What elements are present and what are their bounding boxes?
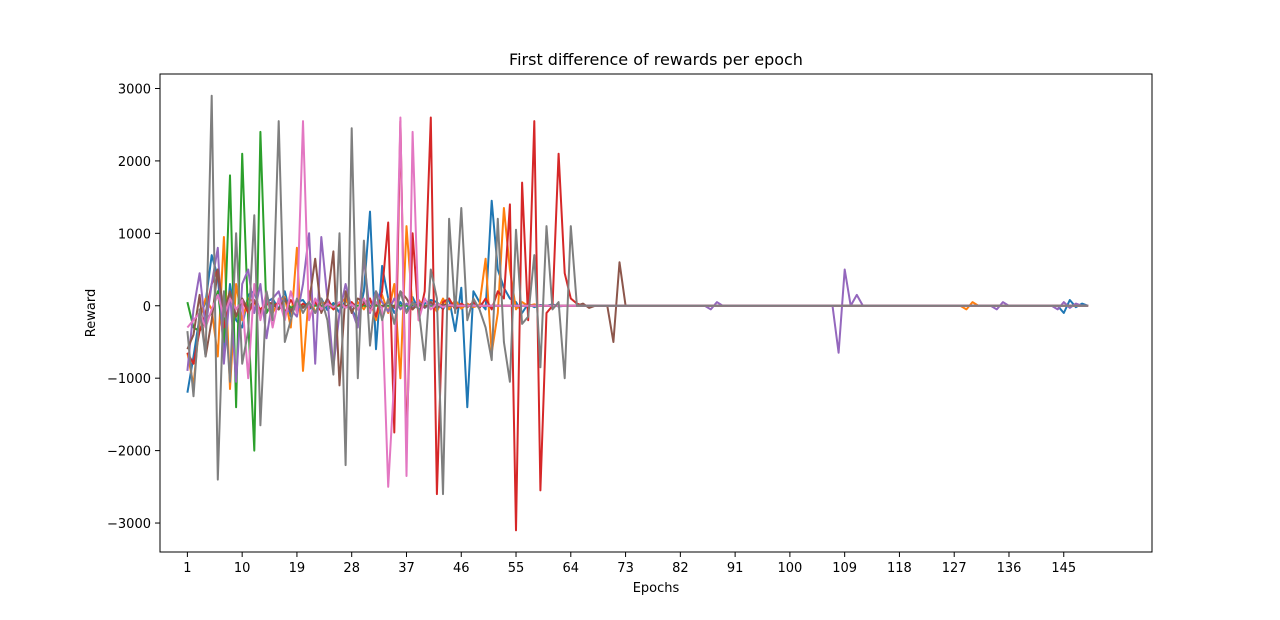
- series-line-8: [186, 94, 1089, 496]
- x-tick-label: 127: [942, 561, 967, 576]
- y-tick-label: −3000: [107, 517, 151, 532]
- series-layer: [186, 94, 1089, 532]
- chart-title: First difference of rewards per epoch: [509, 50, 803, 69]
- y-axis-label: Reward: [84, 289, 99, 337]
- plot-area: [159, 73, 1153, 553]
- y-tick-label: 3000: [118, 82, 151, 97]
- y-axis: −3000 −2000 −1000 0 1000 2000 3000: [107, 82, 160, 532]
- x-tick-label: 46: [453, 561, 470, 576]
- x-tick-label: 10: [234, 561, 251, 576]
- y-tick-label: −2000: [107, 445, 151, 460]
- x-tick-label: 82: [672, 561, 689, 576]
- x-tick-label: 37: [398, 561, 415, 576]
- y-tick-label: 1000: [118, 227, 151, 242]
- x-axis-label: Epochs: [633, 581, 680, 596]
- x-tick-label: 118: [887, 561, 912, 576]
- y-tick-label: −1000: [107, 372, 151, 387]
- x-axis: 1 10 19 28 37 46 55 64 73 82 91 100 109 118 127 136 145: [183, 552, 1076, 576]
- x-tick-label: 1: [183, 561, 191, 576]
- x-tick-label: 91: [727, 561, 744, 576]
- plot-frame: [159, 73, 1153, 553]
- x-tick-label: 19: [289, 561, 306, 576]
- x-tick-label: 64: [563, 561, 580, 576]
- x-tick-label: 109: [832, 561, 857, 576]
- x-tick-label: 136: [997, 561, 1022, 576]
- x-tick-label: 28: [343, 561, 360, 576]
- y-tick-label: 2000: [118, 155, 151, 170]
- x-tick-label: 100: [777, 561, 802, 576]
- y-tick-label: 0: [143, 300, 151, 315]
- x-tick-label: 55: [508, 561, 525, 576]
- x-tick-label: 145: [1051, 561, 1076, 576]
- x-tick-label: 73: [617, 561, 634, 576]
